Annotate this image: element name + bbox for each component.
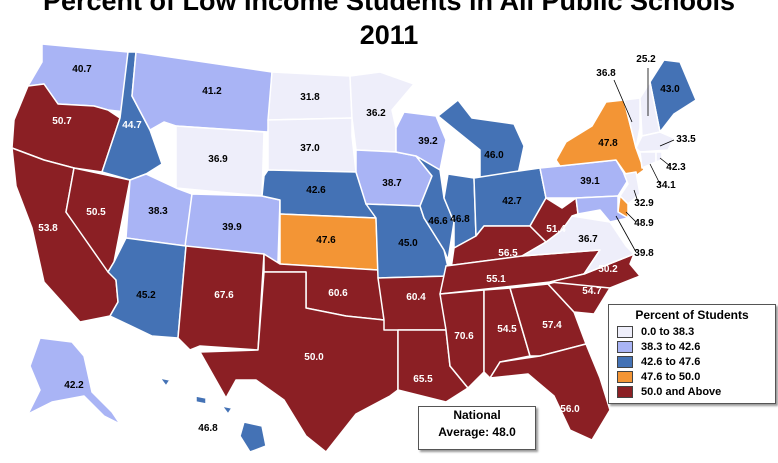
national-average-box: National Average: 48.0 (418, 406, 536, 450)
value-label-nv: 50.5 (86, 207, 106, 218)
value-label-vt: 36.8 (596, 68, 616, 79)
leader-line-de (625, 211, 637, 223)
value-label-ky: 56.5 (498, 248, 518, 259)
legend-label: 42.6 to 47.6 (641, 355, 701, 368)
value-label-mn: 36.2 (366, 108, 386, 119)
value-label-wa: 40.7 (72, 64, 92, 75)
leader-line-ct (649, 163, 661, 185)
legend: Percent of Students 0.0 to 38.3 38.3 to 4… (608, 304, 776, 404)
value-label-ms: 70.6 (454, 331, 474, 342)
value-label-va: 36.7 (578, 234, 598, 245)
legend-swatch (617, 325, 633, 338)
state-hi3 (221, 405, 233, 415)
value-label-ut: 38.3 (148, 206, 168, 217)
value-label-wy: 36.9 (208, 154, 228, 165)
value-label-nd: 31.8 (300, 92, 320, 103)
value-label-ok: 60.6 (328, 288, 348, 299)
state-ct (639, 151, 657, 169)
legend-item: 47.6 to 50.0 (617, 369, 775, 384)
legend-label: 47.6 to 50.0 (641, 370, 701, 383)
value-label-ak: 42.2 (64, 380, 84, 391)
value-label-oh: 42.7 (502, 196, 522, 207)
value-label-hi: 46.8 (198, 423, 218, 434)
value-label-nc: 50.2 (598, 264, 618, 275)
state-hi1 (159, 377, 171, 387)
value-label-tx: 50.0 (304, 352, 324, 363)
legend-swatch (617, 340, 633, 353)
leader-line-ma (659, 139, 675, 147)
state-vt (623, 97, 641, 149)
value-label-mi: 46.0 (484, 150, 504, 161)
value-label-al: 54.5 (497, 324, 517, 335)
value-label-id: 44.7 (122, 120, 142, 131)
value-label-ar: 60.4 (406, 292, 426, 303)
legend-swatch (617, 355, 633, 368)
value-label-mo: 45.0 (398, 238, 418, 249)
value-label-la: 65.5 (413, 374, 433, 385)
legend-swatch (617, 370, 633, 383)
value-label-in: 46.8 (450, 214, 470, 225)
value-label-ny: 47.8 (598, 138, 618, 149)
value-label-ks: 47.6 (316, 235, 336, 246)
value-label-ca: 53.8 (38, 223, 58, 234)
value-label-wv: 51.4 (546, 224, 566, 235)
value-label-co: 39.9 (222, 222, 242, 233)
value-label-sc: 54.7 (582, 286, 602, 297)
legend-title: Percent of Students (635, 308, 749, 322)
leader-line-nj (633, 189, 639, 203)
legend-label: 0.0 to 38.3 (641, 325, 695, 338)
value-label-mt: 41.2 (202, 86, 222, 97)
map-title: Percent of Low Income Students in All Pu… (42, 0, 736, 16)
state-hi2 (195, 395, 207, 405)
state-sd (267, 117, 357, 173)
legend-item: 42.6 to 47.6 (617, 354, 775, 369)
value-label-md: 39.8 (634, 248, 654, 259)
value-label-ma: 33.5 (676, 134, 696, 145)
value-label-ne: 42.6 (306, 185, 326, 196)
value-label-az: 45.2 (136, 290, 156, 301)
national-average-label: National (453, 408, 501, 422)
value-label-me: 43.0 (660, 84, 680, 95)
state-ar (377, 275, 451, 331)
leader-line-vt (613, 79, 633, 123)
value-label-fl: 56.0 (560, 404, 580, 415)
map-year: 2011 (359, 20, 419, 50)
legend-item: 50.0 and Above (617, 384, 775, 399)
value-label-or: 50.7 (52, 116, 72, 127)
value-label-ga: 57.4 (542, 320, 562, 331)
state-mi (437, 99, 525, 181)
value-label-sd: 37.0 (300, 143, 320, 154)
value-label-ri: 42.3 (666, 162, 686, 173)
state-il (415, 155, 455, 261)
state-az (107, 237, 187, 339)
state-wi (395, 111, 447, 171)
legend-swatch (617, 385, 633, 398)
value-label-wi: 39.2 (418, 136, 438, 147)
value-label-ct: 34.1 (656, 180, 676, 191)
state-ri (655, 151, 663, 163)
leader-line-ri (659, 157, 671, 167)
value-label-nh: 25.2 (636, 54, 656, 65)
legend-label: 38.3 to 42.6 (641, 340, 701, 353)
value-label-nm: 67.6 (214, 290, 234, 301)
value-label-de: 48.9 (634, 218, 654, 229)
value-label-ia: 38.7 (382, 178, 402, 189)
state-hi4 (239, 421, 267, 453)
national-average-value: Average: 48.0 (438, 425, 516, 439)
legend-label: 50.0 and Above (641, 385, 722, 398)
legend-item: 38.3 to 42.6 (617, 339, 775, 354)
state-tx (199, 271, 399, 453)
state-fl (489, 343, 611, 441)
value-label-il: 46.6 (428, 216, 448, 227)
value-label-pa: 39.1 (580, 176, 600, 187)
state-co (183, 193, 281, 263)
value-label-tn: 55.1 (486, 274, 506, 285)
legend-item: 0.0 to 38.3 (617, 324, 775, 339)
leader-line-md (615, 215, 637, 253)
state-md (575, 195, 629, 223)
state-ak (27, 337, 121, 425)
value-label-nj: 32.9 (634, 198, 654, 209)
